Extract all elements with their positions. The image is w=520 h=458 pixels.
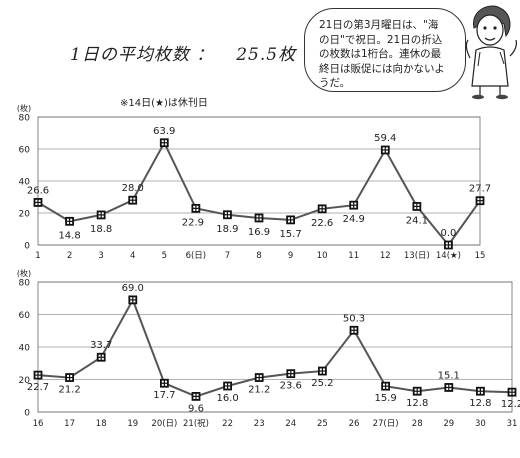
chart1-y-tick-label: 40	[19, 178, 31, 188]
chart1-data-label: 14.8	[58, 230, 80, 241]
chart2-y-tick-label: 60	[19, 311, 31, 321]
chart2-data-label: 15.1	[438, 370, 460, 381]
chart2-x-tick-label: 17	[64, 419, 75, 429]
chart1-data-label: 18.8	[90, 224, 112, 235]
chart2-series-line	[37, 297, 513, 398]
chart1-data-label: 22.6	[311, 218, 333, 229]
chart2-y-tick-label: 80	[19, 279, 31, 289]
chart2-x-tick-label: 25	[317, 419, 328, 429]
chart2-data-label: 33.7	[90, 340, 112, 351]
chart2-data-label: 12.8	[406, 398, 428, 409]
holiday-note: ※14日(★)は休刊日	[120, 98, 208, 109]
chart2-x-tick-label: 22	[222, 419, 233, 429]
chart1-y-tick-label: 0	[24, 242, 30, 252]
chart2-x-tick-label: 31	[507, 419, 518, 429]
bubble-line-1: 21日の第3月曜日は、"海	[319, 19, 439, 31]
chart2-data-label: 16.0	[216, 393, 238, 404]
chart2-x-tick-label: 16	[33, 419, 44, 429]
chart1-x-tick-label: 11	[348, 251, 359, 261]
bubble-line-3: の枚数は1桁台。連休の最	[319, 48, 442, 60]
chart1-x-tick-label: 1	[35, 251, 40, 261]
chart2-y-axis-label: (枚)	[17, 268, 31, 278]
chart1-y-axis-label: (枚)	[17, 103, 31, 113]
chart2-x-tick-label: 21(祝)	[183, 418, 209, 429]
chart1-x-tick-label: 14(★)	[436, 251, 461, 261]
chart1-data-label: 24.9	[343, 214, 365, 225]
bubble-line-5: うだ。	[319, 77, 351, 89]
chart1-data-label: 0.0	[440, 228, 456, 239]
chart2-data-label: 15.9	[374, 393, 396, 404]
chart1-y-tick-label: 20	[19, 210, 31, 220]
chart2-data-label: 17.7	[153, 390, 175, 401]
chart1-x-tick-label: 12	[380, 251, 391, 261]
chart2-x-tick-label: 19	[127, 419, 138, 429]
chart2-data-label: 69.0	[122, 283, 144, 294]
chart2-y-tick-label: 20	[19, 376, 31, 386]
chart2-data-label: 21.2	[58, 385, 80, 396]
chart2-x-tick-label: 23	[254, 419, 265, 429]
woman-character-icon	[465, 5, 517, 100]
chart2-data-label: 12.8	[469, 398, 491, 409]
chart1-data-label: 27.7	[469, 184, 491, 195]
chart1-data-label: 26.6	[27, 185, 49, 196]
chart1-x-tick-label: 15	[475, 251, 486, 261]
chart2-data-label: 50.3	[343, 313, 365, 324]
chart2-data-label: 12.2	[501, 399, 520, 410]
chart2-data-label: 9.6	[188, 403, 204, 414]
chart1-data-label: 28.0	[122, 183, 144, 194]
chart1-x-tick-label: 10	[317, 251, 328, 261]
chart1-data-label: 63.9	[153, 126, 175, 137]
chart1-y-tick-label: 80	[19, 114, 31, 124]
chart2-x-tick-label: 29	[443, 419, 454, 429]
chart1-x-tick-label: 6(日)	[186, 251, 207, 261]
title-value: 25.5枚	[236, 45, 297, 65]
chart2-x-tick-label: 30	[475, 419, 486, 429]
bubble-line-2: の日"で祝日。21日の折込	[319, 33, 443, 46]
speech-bubble: 21日の第3月曜日は、"海 の日"で祝日。21日の折込 の枚数は1桁台。連休の最…	[304, 8, 466, 92]
chart1-y-tick-label: 60	[19, 146, 31, 156]
chart1-data-label: 22.9	[182, 217, 204, 228]
chart1-data-label: 59.4	[374, 133, 396, 144]
chart1-x-tick-label: 7	[225, 251, 230, 261]
chart2-x-tick-label: 28	[412, 419, 423, 429]
chart2-data-label: 22.7	[27, 382, 49, 393]
chart1-x-tick-label: 3	[98, 251, 103, 261]
chart1-x-tick-label: 5	[162, 251, 167, 261]
chart1-data-label: 15.7	[279, 229, 301, 240]
chart2-x-tick-label: 18	[96, 419, 107, 429]
chart1-x-tick-label: 9	[288, 251, 293, 261]
chart2-data-label: 21.2	[248, 385, 270, 396]
chart1-data-label: 24.1	[406, 215, 428, 226]
chart1-frame	[37, 116, 481, 246]
chart2-x-tick-label: 27(日)	[373, 419, 399, 429]
chart2-y-tick-label: 40	[19, 344, 31, 354]
chart1-x-tick-label: 13(日)	[404, 251, 430, 261]
chart2-x-tick-label: 26	[349, 419, 360, 429]
chart1-x-tick-label: 8	[256, 251, 261, 261]
chart2-y-tick-label: 0	[24, 409, 30, 419]
chart2-frame	[37, 281, 513, 413]
chart1-x-tick-label: 2	[67, 251, 72, 261]
chart1-data-label: 16.9	[248, 227, 270, 238]
chart1-data-label: 18.9	[216, 224, 238, 235]
bubble-line-4: 終日は販促には向かないよ	[319, 62, 445, 75]
chart2-data-label: 25.2	[311, 378, 333, 389]
chart2-x-tick-label: 20(日)	[151, 419, 177, 429]
chart-title: 1日の平均枚数 ： 25.5枚	[70, 40, 296, 65]
chart2-data-label: 23.6	[280, 381, 302, 392]
title-prefix: 1日の平均枚数 ：	[70, 45, 215, 65]
chart1-x-tick-label: 4	[130, 251, 135, 261]
chart2-x-tick-label: 24	[285, 419, 296, 429]
